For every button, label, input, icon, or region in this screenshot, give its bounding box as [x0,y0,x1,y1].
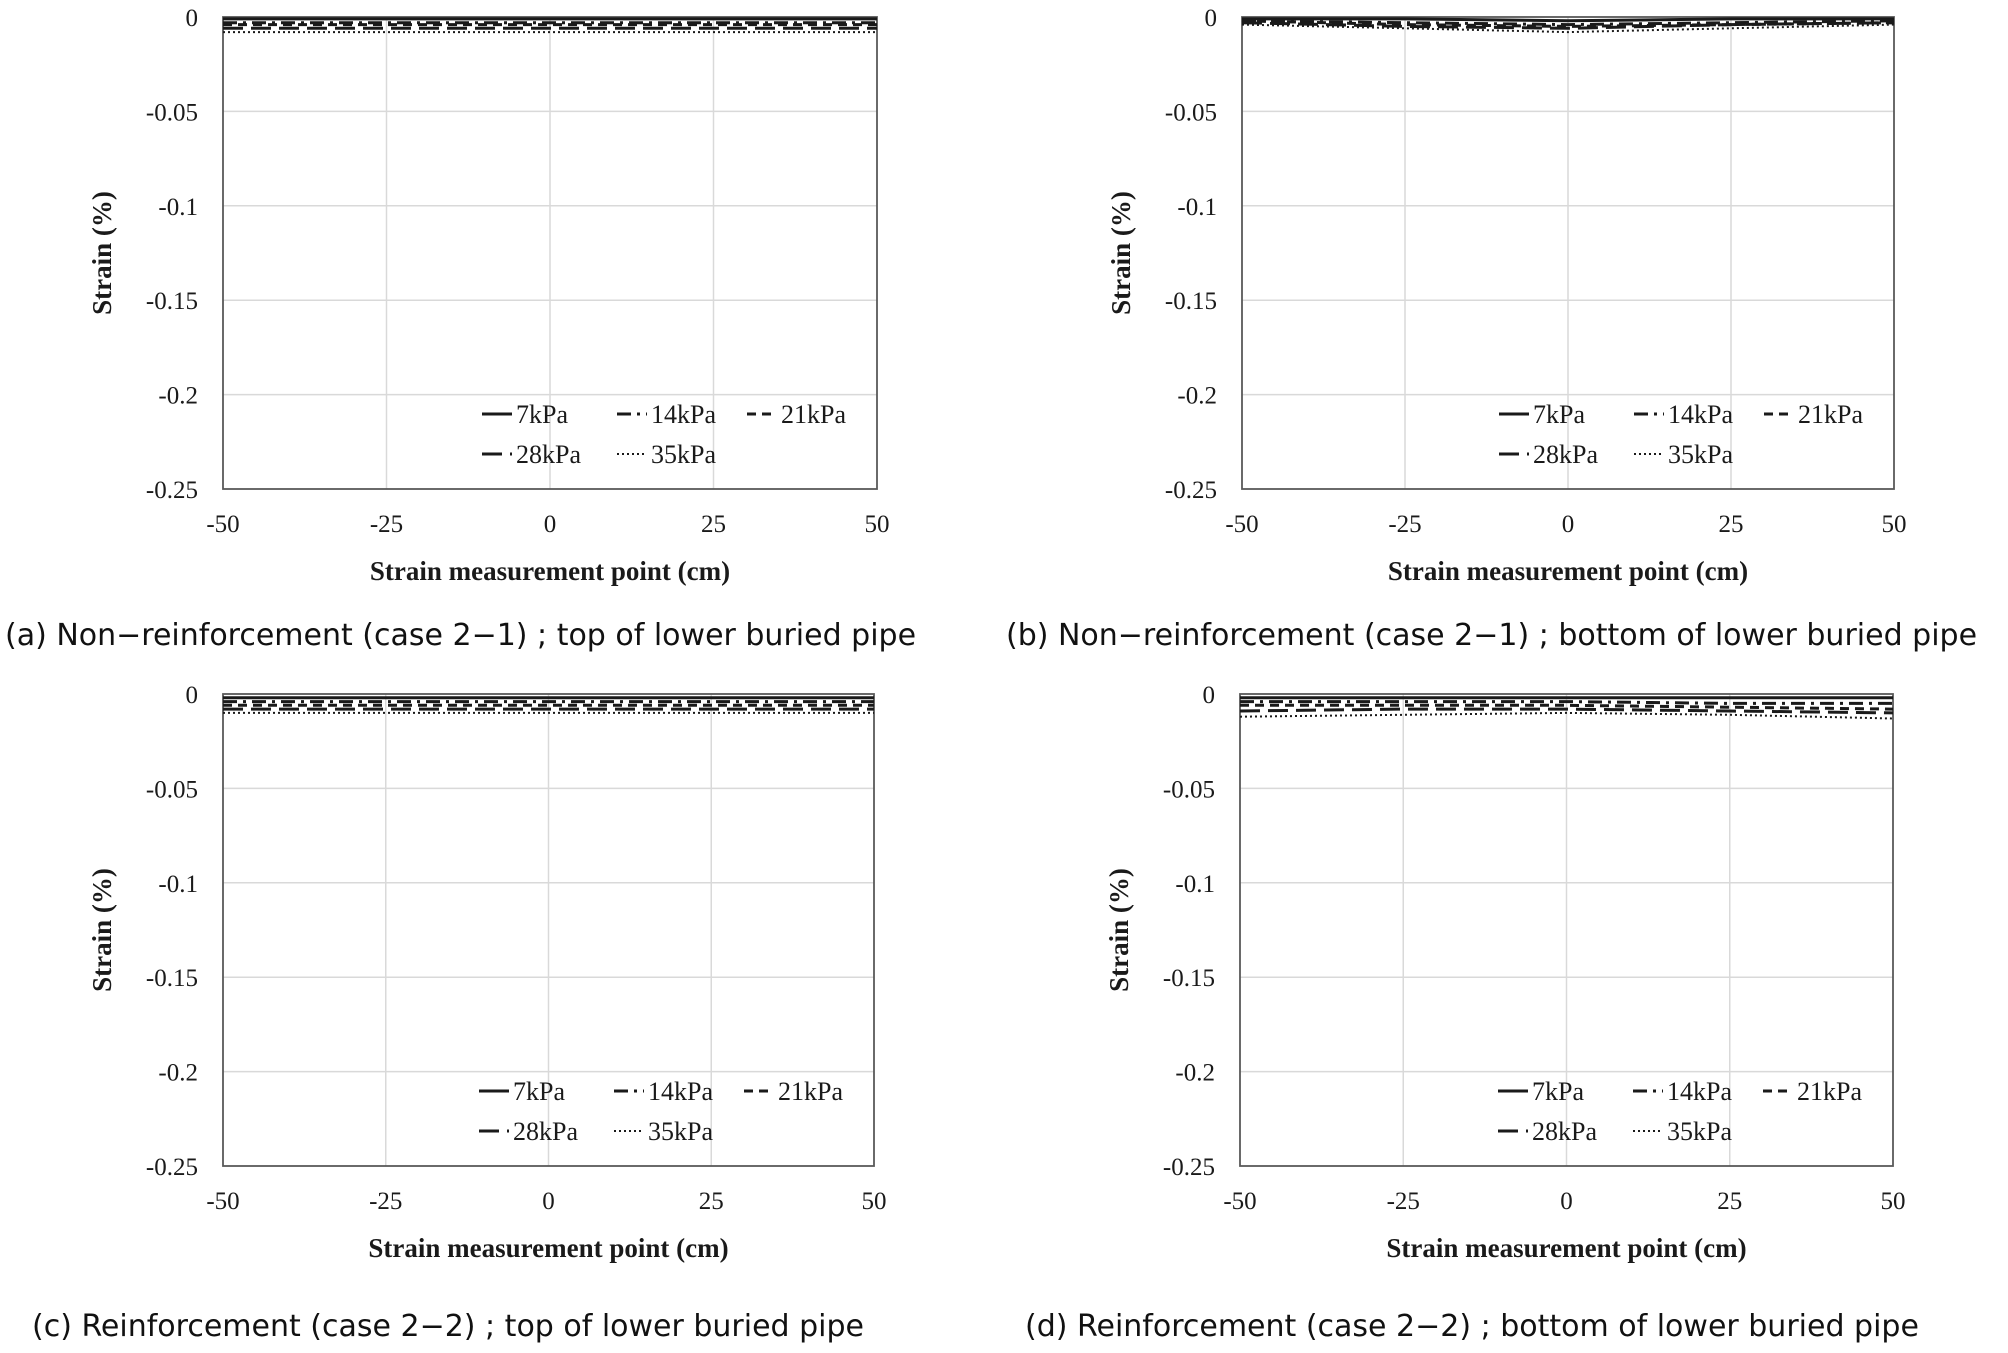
y-tick-label: -0.05 [1163,776,1215,803]
x-tick-label: -25 [370,511,403,538]
x-tick-label: -25 [369,1188,402,1215]
panel-caption: (a) Non−reinforcement (case 2−1) ; top o… [5,618,916,653]
legend-label: 35kPa [1667,1117,1732,1146]
y-axis-title: Strain (%) [1106,191,1136,315]
y-tick-label: -0.25 [1165,477,1217,504]
y-axis-title: Strain (%) [87,868,117,992]
x-tick-label: 25 [1719,511,1744,538]
legend-label: 28kPa [513,1117,578,1146]
legend-label: 21kPa [778,1077,843,1106]
legend-label: 21kPa [1798,400,1863,429]
x-axis-title: Strain measurement point (cm) [368,1233,728,1263]
y-tick-label: -0.2 [1175,1060,1215,1087]
y-tick-label: -0.25 [146,477,198,504]
y-tick-label: -0.1 [158,194,198,221]
series-line-7kPa [1242,17,1894,23]
y-tick-label: -0.15 [1163,965,1215,992]
series-line-35kPa [1241,23,1895,34]
y-tick-label: -0.15 [146,965,198,992]
panel-caption: (c) Reinforcement (case 2−2) ; top of lo… [32,1309,864,1344]
plot-area [222,693,875,1167]
chart-panel-3: 0 -0.05 -0.1 -0.15 -0.2 -0.25 -50 -25 0 25 50 Strai… [1025,682,1919,1344]
y-tick-label: -0.25 [1163,1154,1215,1181]
x-tick-label: 0 [544,511,557,538]
plot-area [1239,693,1894,1167]
y-tick-label: -0.05 [1165,99,1217,126]
series-line-35kPa [1239,711,1894,720]
legend-label: 28kPa [1533,440,1598,469]
y-axis-title: Strain (%) [1104,868,1134,992]
legend-label: 14kPa [648,1077,713,1106]
y-axis-title: Strain (%) [87,191,117,315]
y-tick-label: -0.1 [158,871,198,898]
series-line-28kPa [1241,21,1895,30]
y-tick-label: -0.05 [146,776,198,803]
series-line-21kPa [1240,703,1894,711]
x-tick-label: 50 [865,511,890,538]
legend-label: 21kPa [781,400,846,429]
x-tick-label: -50 [206,1188,239,1215]
plot-area [1241,16,1895,490]
plot-area [222,16,878,490]
legend-label: 28kPa [516,440,581,469]
legend-label: 14kPa [651,400,716,429]
chart-panel-1: 0 -0.05 -0.1 -0.15 -0.2 -0.25 -50 -25 0 25 50 Strai… [1006,5,1977,653]
legend-label: 7kPa [513,1077,565,1106]
legend-label: 7kPa [516,400,568,429]
x-axis-title: Strain measurement point (cm) [1388,556,1748,586]
y-tick-label: -0.25 [146,1154,198,1181]
y-tick-label: -0.05 [146,99,198,126]
legend-label: 7kPa [1532,1077,1584,1106]
panel-caption: (d) Reinforcement (case 2−2) ; bottom of… [1025,1309,1919,1344]
y-tick-label: -0.1 [1177,194,1217,221]
y-tick-label: -0.2 [158,383,198,410]
y-tick-label: -0.15 [146,288,198,315]
legend-label: 7kPa [1533,400,1585,429]
y-tick-label: 0 [186,682,199,709]
x-tick-label: -50 [1223,1188,1256,1215]
x-tick-label: 25 [699,1188,724,1215]
series-line-28kPa [1239,707,1894,715]
legend-label: 35kPa [648,1117,713,1146]
x-tick-label: 25 [1717,1188,1742,1215]
x-axis-title: Strain measurement point (cm) [370,556,730,586]
x-tick-label: 25 [701,511,726,538]
legend-label: 14kPa [1668,400,1733,429]
x-tick-label: 50 [862,1188,887,1215]
series-line-14kPa [1240,700,1893,705]
chart-panel-0: 0 -0.05 -0.1 -0.15 -0.2 -0.25 -50 -25 0 25 50 Strai… [5,5,916,653]
legend-label: 28kPa [1532,1117,1597,1146]
x-tick-label: 0 [1562,511,1575,538]
x-tick-label: 50 [1882,511,1907,538]
x-tick-label: 50 [1881,1188,1906,1215]
x-tick-label: -25 [1387,1188,1420,1215]
panel-caption: (b) Non−reinforcement (case 2−1) ; botto… [1006,618,1977,653]
y-tick-label: -0.15 [1165,288,1217,315]
x-tick-label: -50 [206,511,239,538]
legend-label: 35kPa [651,440,716,469]
x-tick-label: -50 [1225,511,1258,538]
chart-panel-2: 0 -0.05 -0.1 -0.15 -0.2 -0.25 -50 -25 0 25 50 Strai… [32,682,887,1344]
y-tick-label: 0 [1203,682,1216,709]
y-tick-label: -0.1 [1175,871,1215,898]
x-axis-title: Strain measurement point (cm) [1386,1233,1746,1263]
y-tick-label: 0 [186,5,199,32]
x-tick-label: -25 [1388,511,1421,538]
legend-label: 14kPa [1667,1077,1732,1106]
x-tick-label: 0 [542,1188,555,1215]
y-tick-label: -0.2 [1177,383,1217,410]
legend-label: 35kPa [1668,440,1733,469]
y-tick-label: 0 [1205,5,1218,32]
legend-label: 21kPa [1797,1077,1862,1106]
y-tick-label: -0.2 [158,1060,198,1087]
x-tick-label: 0 [1560,1188,1573,1215]
